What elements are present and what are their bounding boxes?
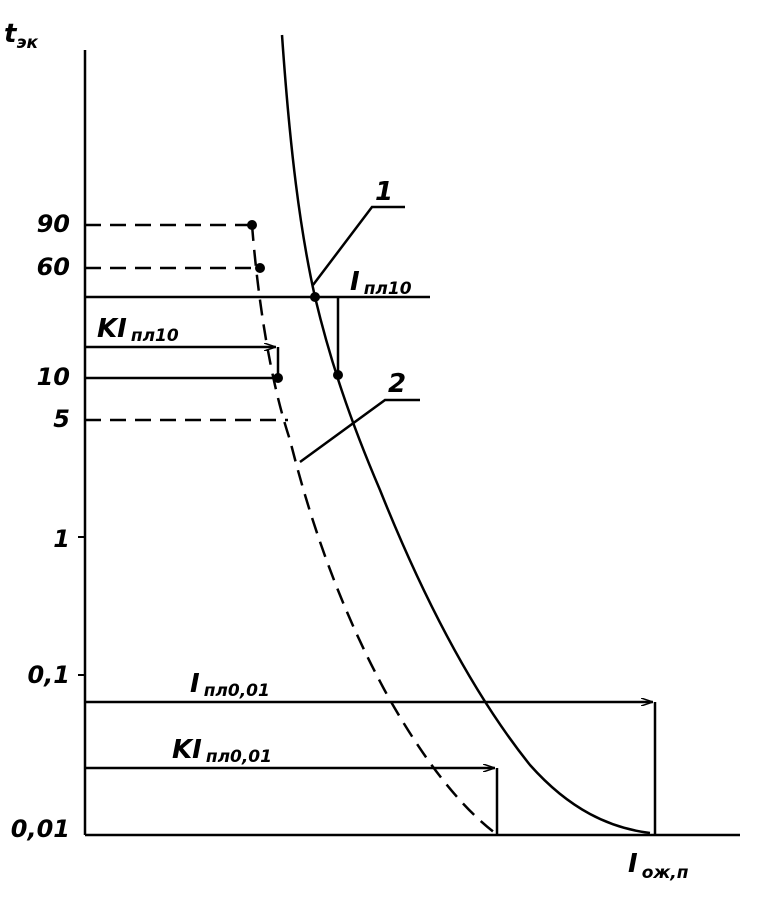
y-tick-label: 60: [37, 253, 70, 281]
annotation: KI пл10: [97, 314, 179, 346]
subscript: ож,п: [642, 863, 689, 883]
curve-1: [280, 34, 651, 835]
y-axis-label: tэк: [4, 19, 39, 53]
subscript: пл0,01: [206, 747, 272, 767]
leader-line: [312, 205, 405, 286]
subscript: пл0,01: [204, 681, 270, 701]
annotation: KI пл0,01: [172, 735, 272, 767]
symbol: t: [4, 19, 18, 49]
symbol: I: [190, 669, 200, 699]
y-tick-label: 90: [37, 210, 70, 238]
points: [247, 220, 343, 383]
y-tick-label: 0,01: [11, 815, 70, 843]
subscript: пл10: [131, 326, 179, 346]
symbol: KI: [172, 735, 202, 765]
curve-2: [250, 224, 496, 834]
y-tick-label: 1: [53, 525, 70, 553]
subscript: пл10: [364, 279, 412, 299]
curve-label: 2: [388, 369, 406, 399]
y-tick-label: 10: [37, 363, 70, 391]
tick-marks: [78, 536, 85, 676]
symbol: KI: [97, 314, 127, 344]
leader-line: [299, 398, 420, 464]
symbol: I: [350, 267, 360, 297]
y-tick-label: 0,1: [27, 661, 70, 689]
y-tick-label: 5: [53, 405, 70, 433]
subscript: эк: [16, 33, 38, 53]
symbol: I: [628, 849, 638, 879]
curve-label: 1: [375, 177, 393, 207]
